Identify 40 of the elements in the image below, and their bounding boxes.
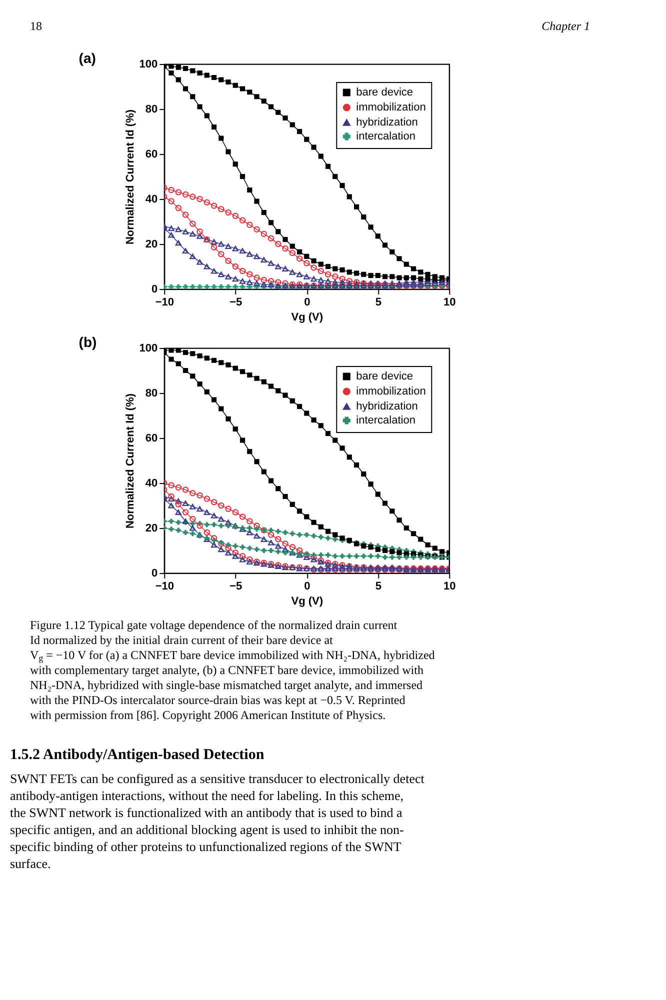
x-tick-label: 5 — [375, 296, 382, 308]
legend-label: hybridization — [356, 116, 418, 128]
y-tick-label: 100 — [139, 342, 158, 354]
x-axis-title: Vg (V) — [291, 312, 324, 324]
y-tick-label: 20 — [145, 522, 158, 534]
x-tick-label: 10 — [444, 580, 456, 592]
x-axis-title: Vg (V) — [291, 596, 324, 608]
legend-label: immobilization — [356, 386, 426, 398]
x-tick-label: −10 — [155, 580, 174, 592]
y-axis-title: Normalized Current Id (%) — [124, 109, 136, 245]
chart-title: (a) — [78, 50, 96, 66]
legend-label: immobilization — [356, 102, 426, 114]
x-tick-label: −10 — [155, 296, 174, 308]
y-tick-label: 60 — [145, 148, 158, 160]
y-tick-label: 100 — [139, 58, 158, 70]
legend-label: bare device — [356, 86, 414, 98]
y-tick-label: 20 — [145, 238, 158, 250]
y-tick-label: 0 — [152, 568, 158, 580]
y-tick-label: 60 — [145, 432, 158, 444]
x-tick-label: 0 — [304, 580, 310, 592]
x-tick-label: 5 — [375, 580, 382, 592]
y-axis-title: Normalized Current Id (%) — [124, 393, 136, 529]
legend-label: intercalation — [356, 414, 416, 426]
text: SWNT FETs can be configured as a sensitive transducer to electronically detect antibody-antigen interactions, without the need for labeling. In this scheme, the SWNT network is functionalized with an antibody that is used to bind a specific antigen, and an additional blocking agent is used to inhibit the non-specific binding of other proteins to unfunctionalized regions of the SWNT surface. — [10, 771, 425, 871]
x-tick-label: 10 — [444, 296, 456, 308]
legend-label: hybridization — [356, 400, 418, 412]
legend-label: intercalation — [356, 130, 416, 142]
y-tick-label: 0 — [152, 284, 158, 296]
y-tick-label: 80 — [145, 388, 158, 400]
chart-title: (b) — [78, 334, 97, 350]
x-tick-label: 0 — [304, 296, 310, 308]
y-tick-label: 40 — [145, 194, 158, 206]
text: 1.5.2 Antibody/Antigen-based Detection — [10, 747, 265, 763]
y-tick-label: 80 — [145, 104, 158, 116]
x-tick-label: −5 — [230, 296, 242, 308]
text: Chapter 1 — [542, 19, 590, 33]
y-tick-label: 40 — [145, 478, 158, 490]
text: 18 — [30, 19, 42, 33]
x-tick-label: −5 — [230, 580, 242, 592]
legend-label: bare device — [356, 370, 414, 382]
